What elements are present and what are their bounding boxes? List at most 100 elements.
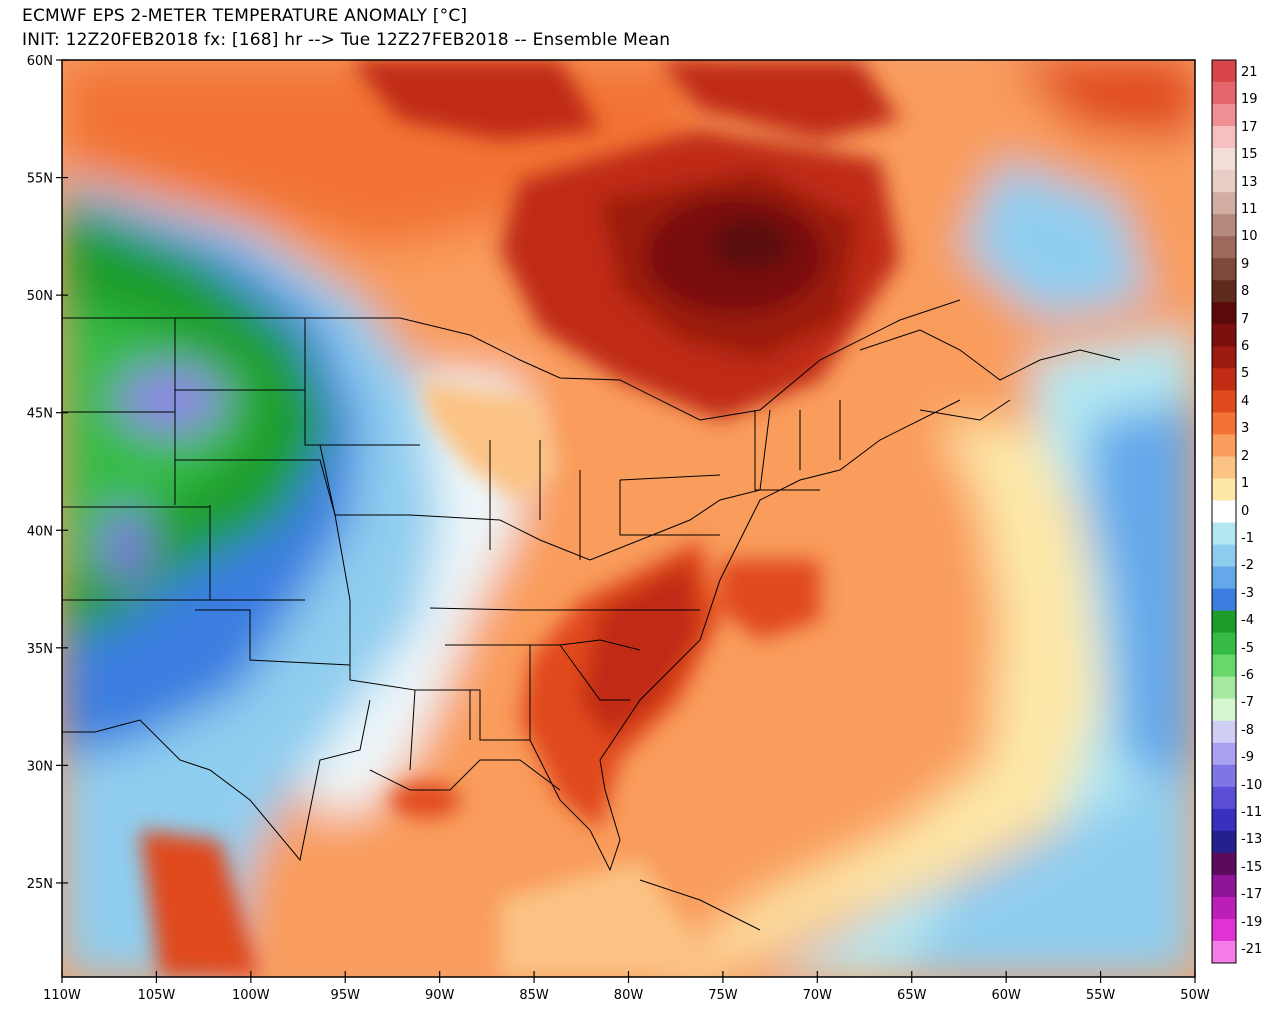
colorbar-swatch	[1212, 940, 1236, 964]
colorbar-swatch	[1212, 302, 1236, 325]
colorbar-swatch	[1212, 280, 1236, 303]
colorbar-label: -4	[1241, 613, 1254, 629]
lon-tick-label: 90W	[425, 988, 455, 1003]
colorbar-label: -9	[1241, 750, 1254, 766]
colorbar-label: 3	[1241, 421, 1250, 437]
boundary-lines	[62, 299, 1121, 931]
colorbar-label: 15	[1241, 147, 1258, 163]
map-title: ECMWF EPS 2-METER TEMPERATURE ANOMALY [°…	[22, 6, 468, 26]
colorbar-label: 6	[1241, 339, 1250, 355]
colorbar-label: -10	[1241, 777, 1263, 793]
lon-tick-label: 55W	[1086, 988, 1116, 1003]
lat-tick-label: 40N	[27, 524, 53, 539]
colorbar-swatch	[1212, 456, 1236, 479]
latitude-axis: 60N 55N 50N 45N 40N 35N 30N 25N	[27, 54, 68, 892]
map-subtitle: INIT: 12Z20FEB2018 fx: [168] hr --> Tue …	[22, 30, 671, 50]
colorbar-label: -3	[1241, 585, 1254, 601]
colorbar-swatch	[1212, 830, 1236, 854]
temperature-field	[62, 60, 1195, 977]
colorbar-label: -1	[1241, 530, 1254, 546]
colorbar-label: 2	[1241, 448, 1250, 464]
colorbar-label: -2	[1241, 558, 1254, 574]
colorbar-label: 19	[1241, 92, 1258, 108]
lon-tick-label: 80W	[614, 988, 644, 1003]
colorbar-label: -11	[1241, 804, 1263, 820]
colorbar-swatch	[1212, 522, 1236, 545]
colorbar-label: -5	[1241, 640, 1254, 656]
colorbar-swatch	[1212, 478, 1236, 501]
colorbar-swatch	[1212, 258, 1236, 281]
colorbar-label: 5	[1241, 366, 1250, 382]
colorbar-swatch	[1212, 82, 1236, 105]
colorbar-label: 10	[1241, 229, 1258, 245]
colorbar-swatch	[1212, 610, 1236, 633]
colorbar-swatch	[1212, 786, 1236, 810]
colorbar-label: 8	[1241, 284, 1250, 300]
lat-tick-label: 55N	[27, 172, 53, 187]
longitude-axis: 110W 105W 100W 95W 90W 85W 80W 75W 70W 65W 60W 55W 5…	[43, 971, 1210, 1003]
colorbar-frame	[1211, 59, 1237, 964]
colorbar-swatch	[1212, 236, 1236, 259]
colorbar-swatch	[1212, 104, 1236, 127]
colorbar-label: -15	[1241, 859, 1263, 875]
colorbar-label: -17	[1241, 887, 1263, 903]
colorbar-label: 7	[1241, 311, 1250, 327]
colorbar-swatch	[1212, 764, 1236, 788]
colorbar-label: -21	[1241, 942, 1263, 957]
colorbar-swatch	[1212, 170, 1236, 193]
colorbar-swatch	[1212, 544, 1236, 567]
colorbar-label: 17	[1241, 119, 1258, 135]
colorbar-swatch	[1212, 126, 1236, 149]
colorbar-swatch	[1212, 676, 1236, 700]
lon-tick-label: 95W	[331, 988, 361, 1003]
colorbar-label: 21	[1241, 65, 1258, 80]
colorbar-swatch	[1212, 698, 1236, 722]
colorbar	[1211, 59, 1237, 964]
colorbar-swatch	[1212, 588, 1236, 611]
colorbar-label: 1	[1241, 476, 1250, 492]
lon-tick-label: 50W	[1180, 988, 1210, 1003]
colorbar-label: -13	[1241, 832, 1263, 848]
lat-tick-label: 60N	[27, 54, 53, 69]
colorbar-swatch	[1212, 324, 1236, 347]
colorbar-label: 11	[1241, 202, 1258, 218]
colorbar-swatch	[1212, 148, 1236, 171]
colorbar-swatch	[1212, 720, 1236, 744]
colorbar-swatch	[1212, 500, 1236, 523]
lat-tick-label: 30N	[27, 759, 53, 774]
colorbar-swatch	[1212, 434, 1236, 457]
colorbar-swatch	[1212, 368, 1236, 391]
colorbar-swatch	[1212, 390, 1236, 413]
colorbar-label: -6	[1241, 667, 1254, 683]
lat-tick-label: 50N	[27, 289, 53, 304]
colorbar-swatch	[1212, 874, 1236, 898]
lon-tick-label: 85W	[519, 988, 549, 1003]
colorbar-swatch	[1212, 742, 1236, 766]
colorbar-swatch	[1212, 632, 1236, 655]
lat-tick-label: 25N	[27, 877, 53, 892]
colorbar-swatch	[1212, 654, 1236, 677]
lon-tick-label: 110W	[43, 988, 81, 1003]
colorbar-swatch	[1212, 896, 1236, 920]
colorbar-label: 9	[1241, 256, 1250, 272]
lon-tick-label: 60W	[991, 988, 1021, 1003]
colorbar-swatch	[1212, 214, 1236, 237]
lat-tick-label: 45N	[27, 407, 53, 422]
colorbar-label: 4	[1241, 393, 1250, 409]
colorbar-swatch	[1212, 808, 1236, 832]
colorbar-swatch	[1212, 918, 1236, 942]
lon-tick-label: 65W	[897, 988, 927, 1003]
colorbar-swatch	[1212, 346, 1236, 369]
colorbar-swatch	[1212, 60, 1236, 83]
lon-tick-label: 70W	[803, 988, 833, 1003]
lon-tick-label: 100W	[232, 988, 270, 1003]
colorbar-label: -8	[1241, 722, 1254, 738]
lat-tick-label: 35N	[27, 642, 53, 657]
colorbar-label: -7	[1241, 695, 1254, 711]
colorbar-swatch	[1212, 852, 1236, 876]
colorbar-label: 0	[1241, 503, 1250, 519]
lon-tick-label: 105W	[138, 988, 176, 1003]
colorbar-swatch	[1212, 566, 1236, 589]
colorbar-label: 13	[1241, 174, 1258, 190]
